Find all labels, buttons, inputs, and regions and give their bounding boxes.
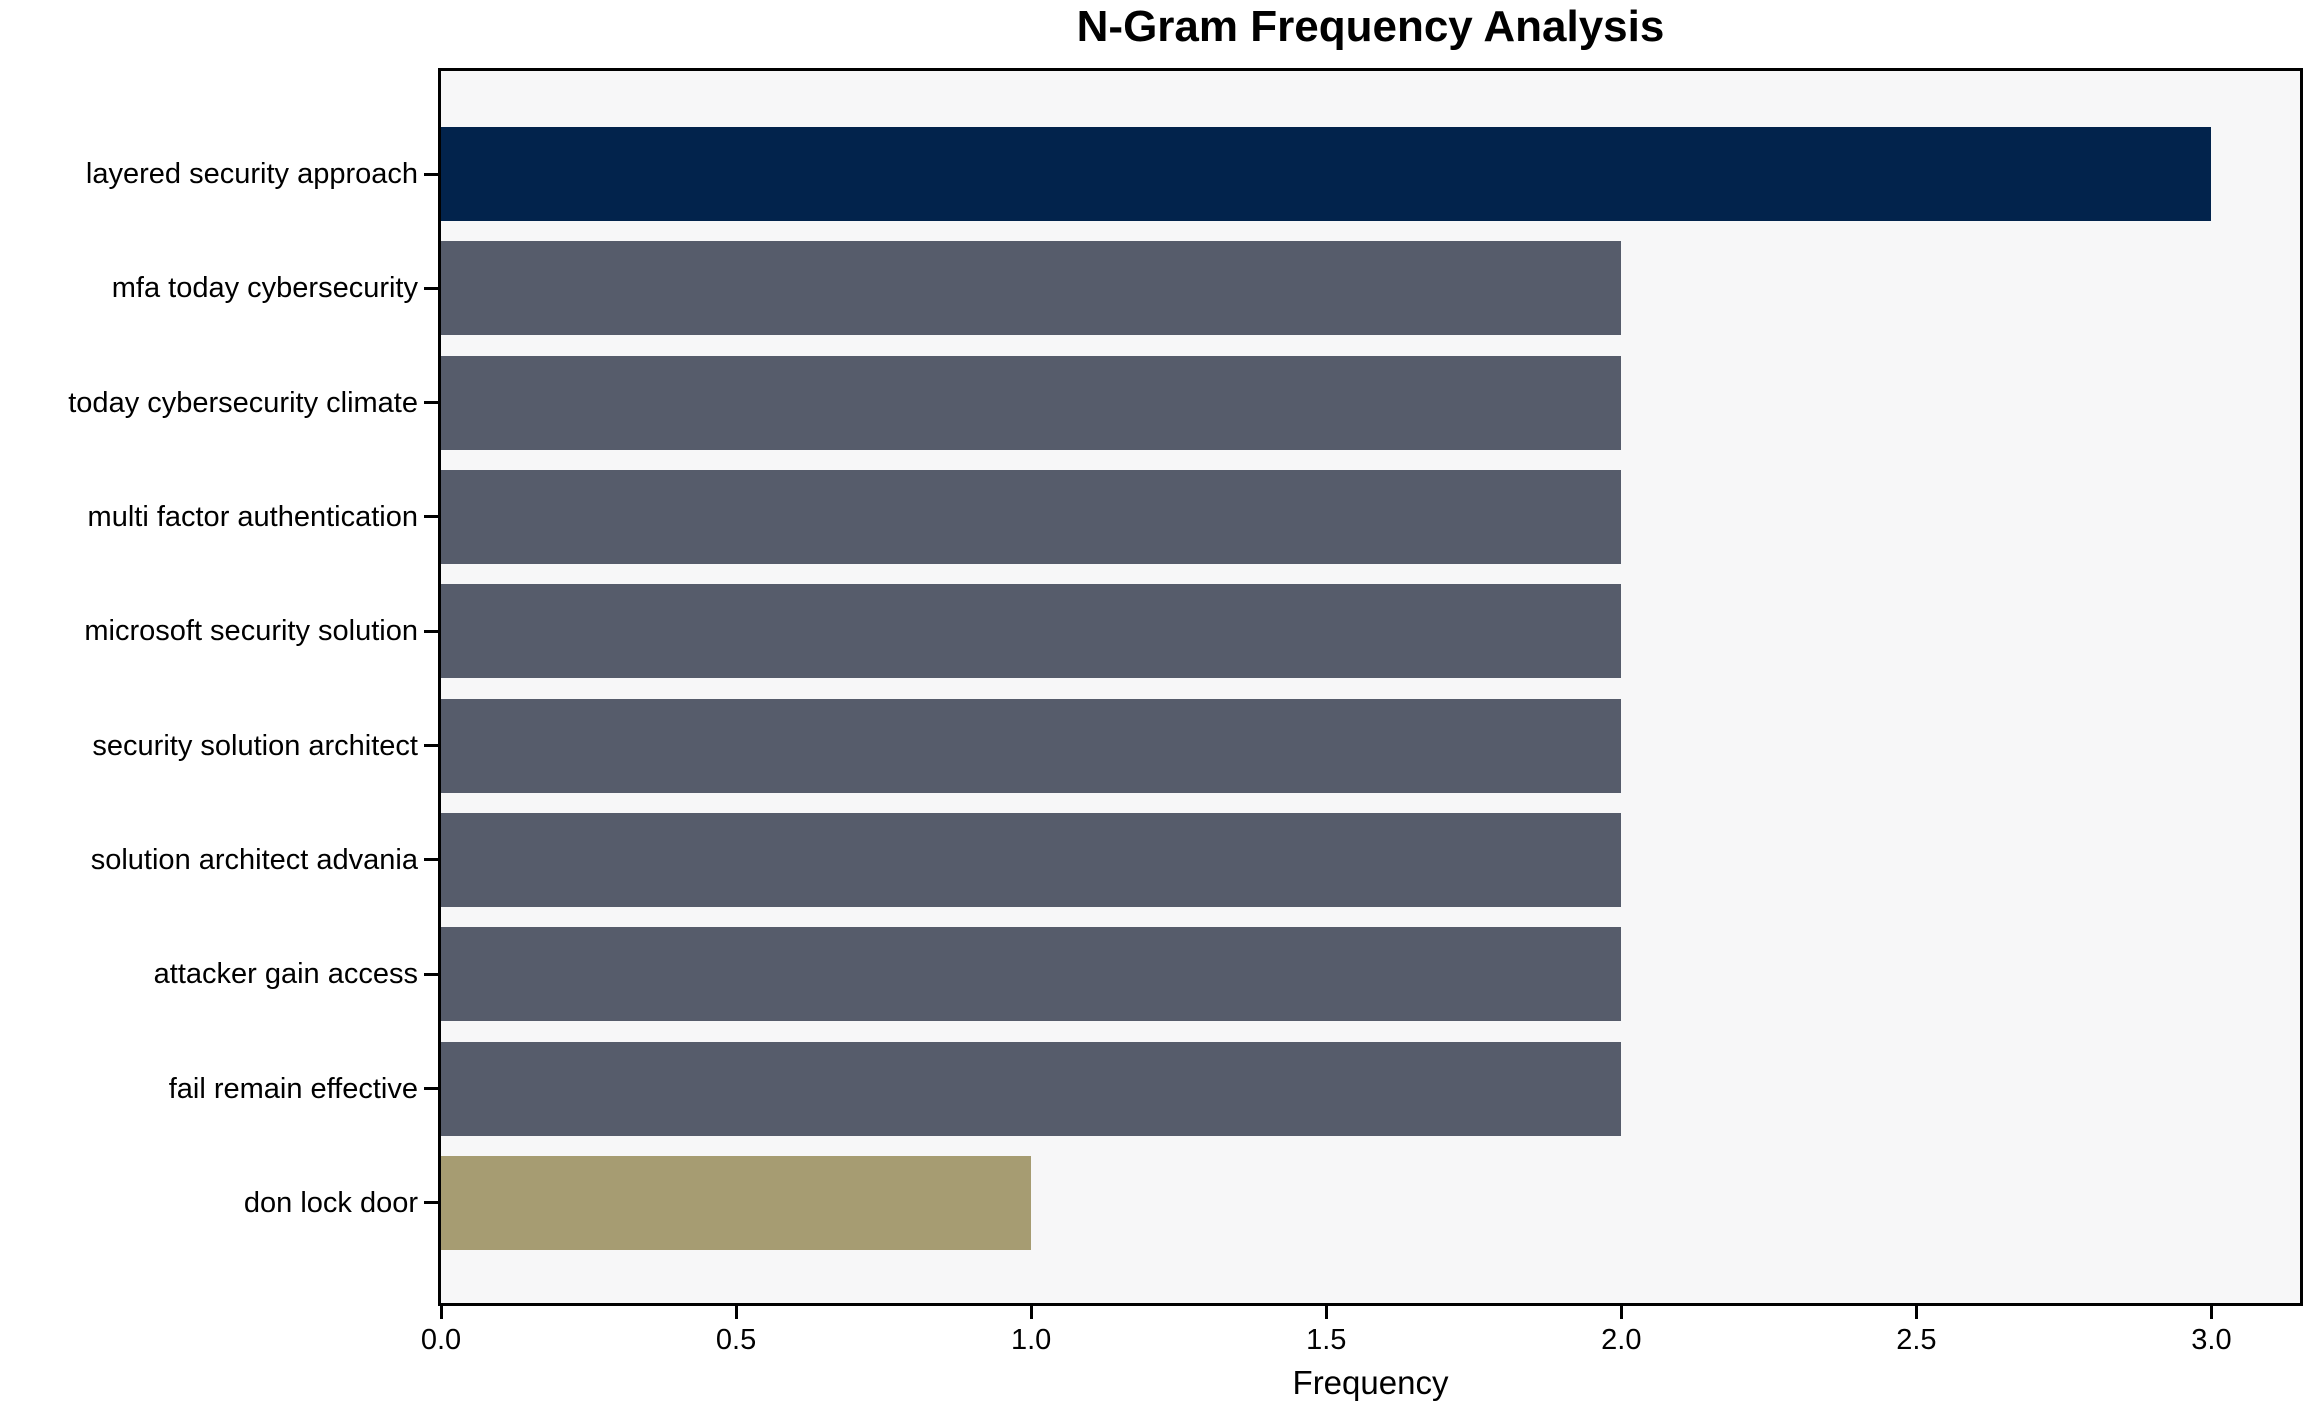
x-tick-mark [734,1306,738,1319]
x-tick-label: 0.0 [420,1324,462,1356]
x-tick-label: 2.5 [1896,1324,1937,1356]
bar [441,584,1622,679]
y-tick-label: multi factor authentication [87,500,418,533]
y-tick-mark [424,972,438,976]
bar [441,127,2212,221]
x-tick-mark [1914,1306,1918,1319]
x-tick-mark [1324,1306,1328,1319]
y-tick-label: security solution architect [92,729,418,762]
x-tick-label: 2.0 [1601,1324,1642,1356]
y-tick-mark [424,629,438,633]
y-tick-mark [424,744,438,748]
x-tick-label: 1.0 [1010,1324,1052,1356]
y-tick-mark [424,515,438,519]
y-tick-label: today cybersecurity climate [68,386,418,419]
bar [441,698,1622,793]
y-tick-mark [424,286,438,290]
x-tick-mark [2209,1306,2213,1319]
x-tick-mark [1619,1306,1623,1319]
y-tick-label: attacker gain access [153,958,418,991]
y-tick-label: mfa today cybersecurity [111,272,418,305]
bar [441,1041,1622,1136]
x-tick-label: 3.0 [2191,1324,2232,1356]
y-tick-mark [424,172,438,176]
bar [441,927,1622,1022]
y-tick-label: solution architect advania [90,843,418,876]
y-tick-label: layered security approach [85,158,418,190]
bar [441,241,1622,336]
y-tick-label: microsoft security solution [84,615,418,648]
y-tick-mark [424,401,438,405]
bar [441,812,1622,907]
y-tick-mark [424,1201,438,1205]
x-tick-mark [1029,1306,1033,1319]
y-tick-label: don lock door [243,1186,418,1219]
x-tick-label: 0.5 [715,1324,757,1356]
bar [441,355,1622,450]
bar [441,469,1622,564]
y-tick-mark [424,1087,438,1091]
x-tick-mark [439,1306,443,1319]
y-tick-label: fail remain effective [168,1072,418,1105]
x-tick-label: 1.5 [1306,1324,1347,1356]
bar [441,1155,1032,1250]
chart-title: N-Gram Frequency Analysis [1076,2,1665,51]
x-axis-label: Frequency [1292,1364,1449,1401]
y-tick-mark [424,858,438,862]
plot-area [438,68,2303,1306]
